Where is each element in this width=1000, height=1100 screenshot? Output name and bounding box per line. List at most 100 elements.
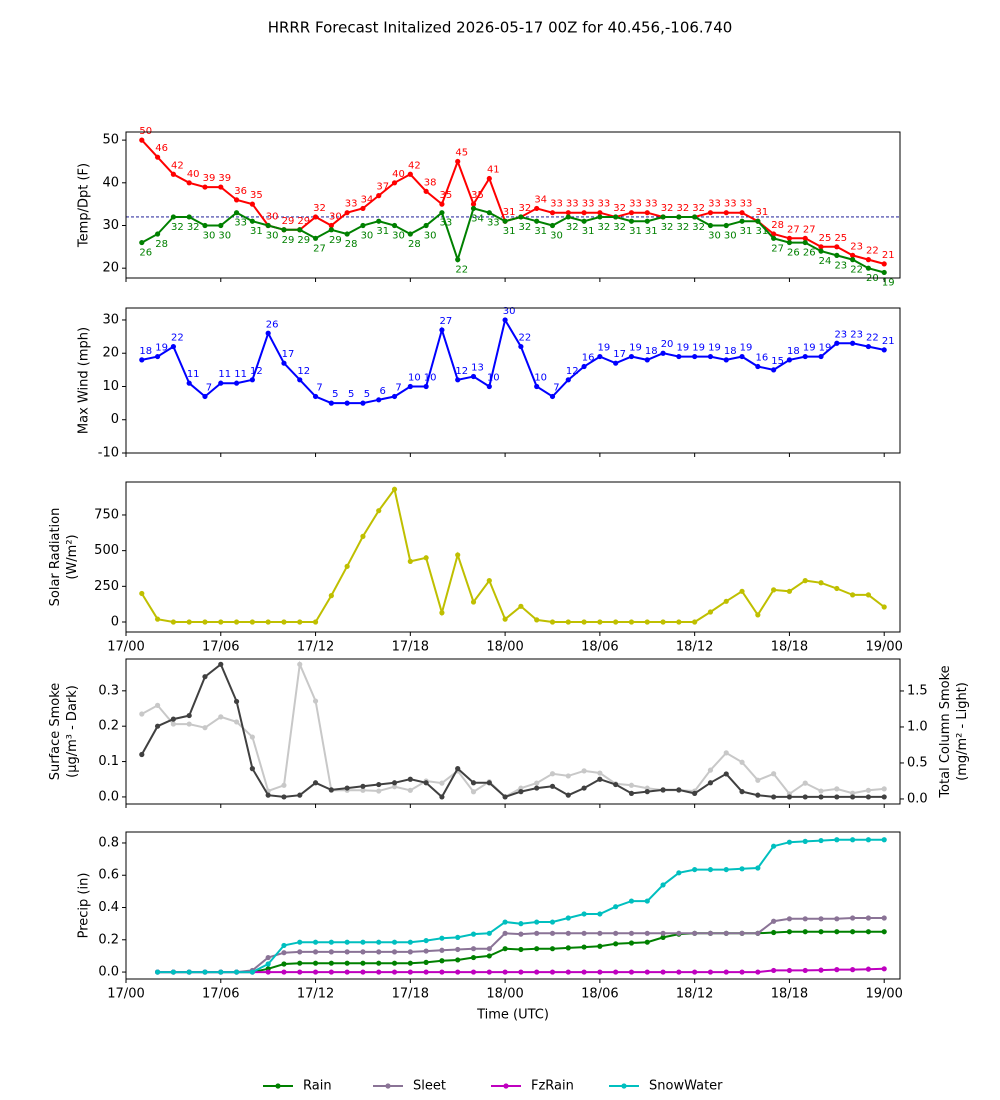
data-point [739, 789, 745, 795]
data-point [170, 343, 176, 350]
data-point [802, 239, 808, 246]
data-point [233, 197, 240, 203]
data-point [344, 939, 350, 945]
value-label: 27 [803, 224, 816, 235]
data-point [549, 969, 556, 975]
data-point [581, 210, 587, 216]
data-point [470, 931, 477, 937]
data-point [597, 770, 603, 776]
value-label: 32 [566, 222, 579, 233]
data-point [881, 837, 887, 843]
data-point [865, 265, 872, 271]
data-point [281, 782, 287, 788]
data-point [628, 940, 635, 946]
data-point [613, 904, 619, 910]
data-point [139, 357, 145, 363]
data-point [786, 929, 793, 935]
value-label: 10 [534, 372, 547, 383]
data-point [391, 222, 398, 229]
data-point [676, 787, 682, 793]
data-point [865, 257, 872, 263]
data-point [644, 357, 650, 363]
data-point [407, 776, 413, 782]
value-label: 10 [408, 372, 421, 383]
data-point [644, 218, 650, 224]
data-point [328, 939, 334, 945]
y-tick-label: 500 [94, 543, 119, 558]
series-line [141, 317, 885, 405]
data-point [439, 327, 445, 333]
data-point [881, 966, 887, 972]
data-point [391, 949, 398, 955]
data-point [865, 787, 872, 793]
value-label: 29 [329, 235, 342, 246]
data-point [186, 380, 192, 386]
data-point [518, 789, 524, 795]
data-point [233, 719, 240, 725]
data-point [534, 780, 540, 786]
data-point [723, 210, 729, 216]
data-point [391, 784, 398, 790]
data-point [249, 218, 255, 224]
data-point [597, 214, 603, 220]
y-axis-label: Max Wind (mph) [77, 327, 92, 434]
value-label: 19 [676, 343, 689, 354]
data-point [581, 969, 587, 975]
data-point [850, 257, 856, 263]
data-point [376, 193, 382, 199]
data-point [281, 961, 287, 967]
data-point [723, 930, 729, 936]
value-label: 31 [582, 226, 595, 237]
data-point [739, 210, 745, 216]
data-point [613, 619, 619, 625]
value-label: 34 [471, 213, 484, 224]
x-tick-label: 18/18 [771, 987, 808, 1002]
data-point [391, 939, 398, 945]
x-tick-label: 18/12 [676, 640, 713, 655]
y-tick-label: 0.4 [98, 900, 119, 915]
value-label: 30 [329, 211, 342, 222]
data-point [581, 363, 587, 370]
data-point [186, 712, 192, 719]
data-point [881, 261, 887, 267]
data-point [707, 222, 714, 229]
data-point [739, 866, 745, 872]
data-point [518, 931, 524, 937]
data-point [249, 201, 255, 207]
data-point [360, 939, 366, 945]
y-axis-label: (W/m²) [65, 534, 80, 579]
data-point [565, 773, 571, 779]
value-label: 25 [819, 233, 832, 244]
data-point [328, 960, 334, 966]
data-point [249, 969, 255, 975]
y-tick-label: 30 [102, 312, 119, 327]
data-point [644, 619, 650, 625]
data-point [613, 360, 619, 366]
data-point [249, 619, 255, 625]
value-label: 27 [440, 316, 453, 327]
data-point [423, 780, 429, 786]
plot-frame [125, 481, 901, 633]
data-point [218, 619, 224, 625]
data-point [407, 960, 413, 966]
value-label: 38 [424, 177, 437, 188]
data-point [802, 838, 808, 844]
data-point [644, 210, 650, 216]
data-point [850, 915, 856, 921]
value-label: 5 [348, 389, 354, 400]
data-point [297, 792, 303, 798]
x-tick-label: 18/12 [676, 987, 713, 1002]
data-point [850, 340, 856, 346]
y-tick-label: 250 [94, 579, 119, 594]
data-point [676, 353, 682, 360]
data-point [407, 939, 413, 945]
data-point [581, 619, 587, 625]
x-tick-label: 17/00 [107, 640, 144, 655]
value-label: 28 [155, 239, 168, 250]
value-label: 39 [218, 173, 231, 184]
data-point [771, 235, 777, 241]
value-label: 33 [740, 199, 753, 210]
value-label: 32 [313, 203, 326, 214]
plot-frame [125, 131, 901, 279]
data-point [344, 563, 350, 569]
